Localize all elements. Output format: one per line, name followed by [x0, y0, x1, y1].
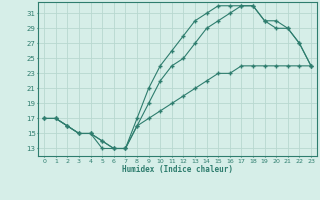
X-axis label: Humidex (Indice chaleur): Humidex (Indice chaleur) [122, 165, 233, 174]
